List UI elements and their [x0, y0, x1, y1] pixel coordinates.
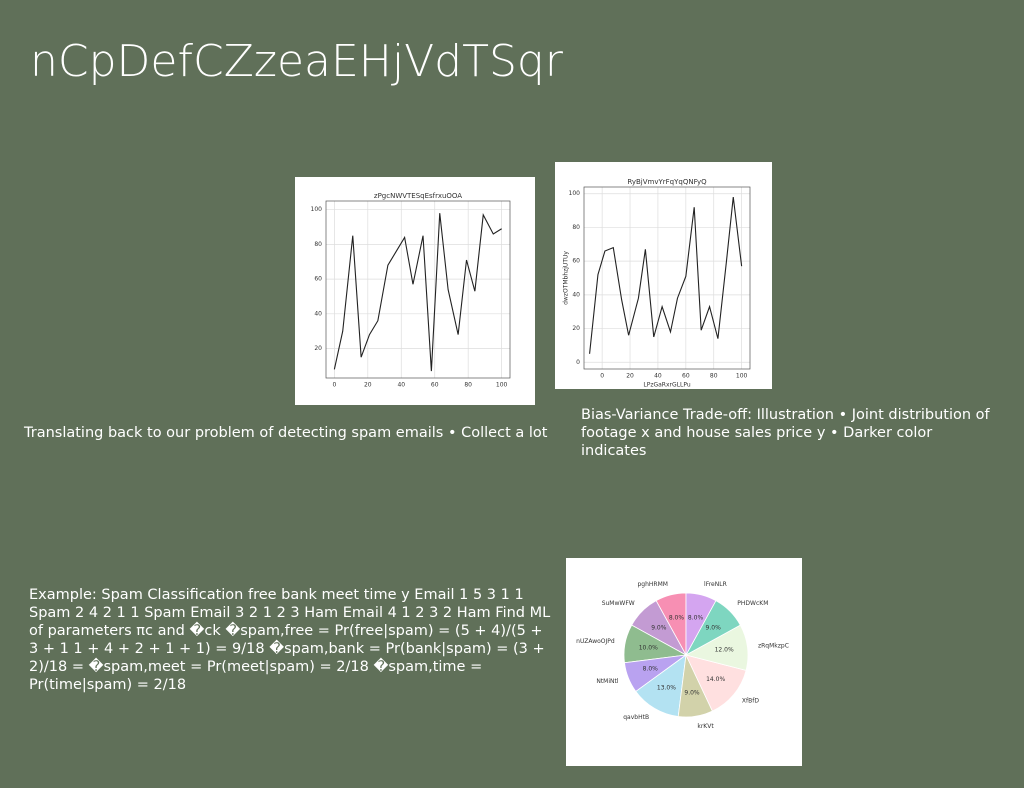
slice-label: nUZAwoOJPd [576, 638, 615, 645]
slice-value: 9.0% [706, 624, 722, 631]
slice-value: 8.0% [669, 614, 685, 621]
x-tick-label: 0 [600, 373, 604, 380]
x-tick-label: 0 [332, 382, 336, 389]
slice-value: 10.0% [639, 644, 658, 651]
slice-value: 12.0% [715, 647, 734, 654]
x-tick-label: 100 [736, 373, 748, 380]
y-tick-label: 20 [314, 345, 322, 352]
x-tick-label: 80 [710, 373, 718, 380]
slice-label: XfBfD [742, 698, 759, 705]
x-tick-label: 80 [464, 382, 472, 389]
slice-label: SuMwWFW [602, 600, 635, 607]
x-tick-label: 20 [626, 373, 634, 380]
slice-value: 14.0% [706, 676, 725, 683]
x-axis-label: LPzGaRxrGLLPu [643, 382, 690, 389]
y-tick-label: 60 [314, 276, 322, 283]
y-tick-label: 80 [572, 224, 580, 231]
y-tick-label: 60 [572, 258, 580, 265]
slice-label: NtMiNtl [596, 678, 619, 685]
caption: Example: Spam Classification free bank m… [29, 587, 551, 693]
line-series [589, 197, 743, 354]
caption: Translating back to our problem of detec… [24, 425, 548, 441]
x-tick-label: 40 [654, 373, 662, 380]
pie-slice [685, 654, 747, 712]
x-tick-label: 60 [431, 382, 439, 389]
slice-label: PHDWcKM [737, 600, 768, 607]
slice-value: 8.0% [643, 666, 659, 673]
slide-title: nCpDefCZzeaEHjVdTSqr [30, 36, 563, 87]
x-tick-label: 100 [496, 382, 508, 389]
plot-frame [583, 186, 751, 370]
pie-slice [685, 592, 717, 656]
slice-label: krKVt [697, 723, 714, 730]
caption: Bias-Variance Trade-off: Illustration • … [581, 407, 990, 459]
y-tick-label: 20 [572, 325, 580, 332]
slice-label: lFreNLR [704, 581, 727, 588]
y-tick-label: 100 [569, 190, 581, 197]
x-tick-label: 60 [682, 373, 690, 380]
chart-title: RyBjVmvYrFqYqQNFyQ [627, 178, 707, 186]
y-tick-label: 40 [314, 310, 322, 317]
x-tick-label: 40 [397, 382, 405, 389]
y-tick-label: 40 [572, 291, 580, 298]
chart-background [555, 162, 772, 389]
slice-label: pghHRMM [637, 581, 667, 588]
y-axis-label: dwzOTMbhzjUTUy [563, 251, 570, 305]
y-tick-label: 100 [311, 206, 323, 213]
chart-title: zPgcNWVTESqEsfrxuOOA [374, 192, 462, 200]
chart-background [295, 177, 535, 405]
x-tick-label: 20 [364, 382, 372, 389]
y-tick-label: 0 [576, 359, 580, 366]
slice-value: 8.0% [688, 614, 704, 621]
y-tick-label: 80 [314, 241, 322, 248]
slice-value: 9.0% [651, 624, 667, 631]
line-series [333, 213, 502, 372]
slice-value: 13.0% [657, 685, 676, 692]
slice-value: 9.0% [684, 689, 700, 696]
plot-frame [325, 200, 511, 379]
slice-label: zRqMkzpC [758, 642, 789, 649]
slice-label: qavbHtB [623, 714, 649, 721]
